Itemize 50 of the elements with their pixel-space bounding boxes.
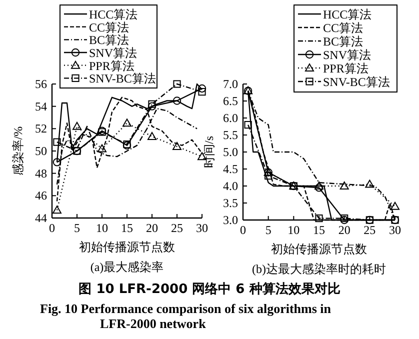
legend-label: SNV-BC算法: [89, 72, 156, 86]
y-tick-label: 50: [35, 144, 47, 158]
legend-label: SNV算法: [89, 46, 138, 60]
legend-label: BC算法: [323, 34, 364, 48]
y-tick-label: 52: [35, 122, 47, 136]
x-tick-label: 25: [171, 221, 183, 235]
y-tick-label: 54: [35, 99, 47, 114]
caption: Fig. 10 Performance comparison of six algorithms in LFR-2000 network: [39, 301, 332, 331]
legend-label: SNV-BC算法: [323, 75, 390, 89]
x-tick-label: 5: [265, 223, 272, 237]
y-tick-label: 6.5: [223, 94, 238, 108]
x-tick-label: 25: [364, 223, 376, 237]
y-tick-label: 48: [35, 166, 47, 180]
x-tick-label: 15: [313, 223, 325, 237]
x-tick-label: 5: [74, 221, 80, 235]
y-tick-label: 44: [35, 211, 47, 225]
y-tick-label: 4.0: [223, 179, 238, 193]
x-tick-label: 10: [96, 221, 108, 235]
x-tick-label: 20: [146, 221, 158, 235]
legend-label: CC算法: [89, 20, 130, 34]
legend-label: PPR算法: [323, 62, 368, 76]
text: (a)最大感染率: [90, 260, 164, 274]
y-tick-label: 5.5: [223, 128, 238, 142]
legend-label: HCC算法: [323, 8, 372, 22]
legend-label: HCC算法: [89, 8, 138, 22]
x-axis-title: 初始传播源节点数: [79, 240, 175, 254]
caption: 图 10 LFR-2000 网络中 6 种算法效果对比: [78, 281, 342, 298]
legend-label: BC算法: [89, 33, 130, 48]
legend-label: PPR算法: [89, 58, 134, 73]
text: (b)达最大感染率时的耗时: [252, 262, 386, 276]
y-tick-label: 46: [35, 188, 47, 203]
x-tick-label: 10: [288, 223, 300, 237]
x-tick-label: 0: [49, 221, 55, 235]
x-tick-label: 30: [389, 223, 401, 237]
y-tick-label: 7.0: [223, 77, 238, 91]
x-tick-label: 0: [240, 223, 246, 237]
x-tick-label: 30: [196, 221, 208, 235]
legend-label: CC算法: [323, 21, 364, 35]
legend-label: SNV算法: [323, 48, 372, 62]
y-tick-label: 5.0: [223, 145, 238, 159]
y-tick-label: 4.5: [223, 162, 238, 176]
y-axis-title: 感染率/%: [11, 126, 25, 176]
x-tick-label: 15: [121, 221, 133, 235]
x-axis-title: 初始传播源节点数: [271, 242, 367, 256]
y-axis-title: 时间/s: [202, 136, 216, 168]
y-tick-label: 56: [35, 77, 47, 91]
y-tick-label: 3.0: [223, 213, 238, 227]
y-tick-label: 6.0: [223, 111, 238, 125]
y-tick-label: 3.5: [223, 196, 238, 210]
x-tick-label: 20: [338, 223, 350, 237]
